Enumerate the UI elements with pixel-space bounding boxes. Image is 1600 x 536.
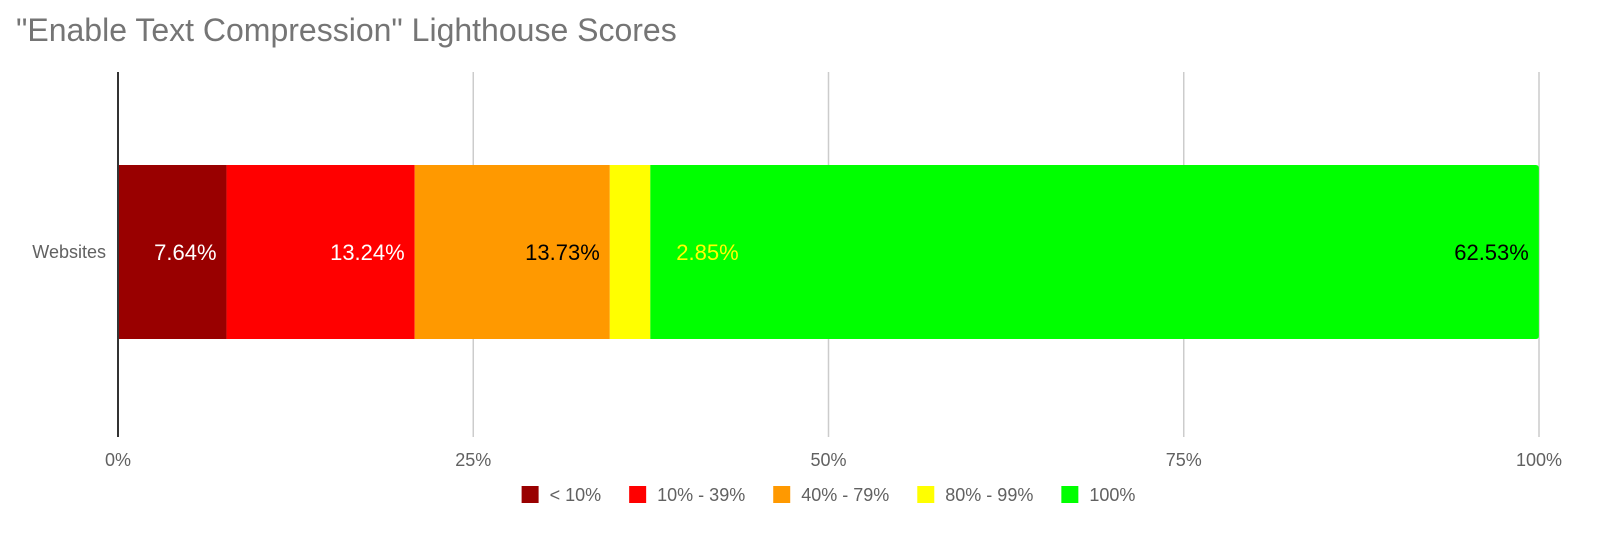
legend-swatch — [917, 486, 935, 503]
legend-item[interactable]: 80% - 99% — [917, 485, 1033, 505]
legend-item[interactable]: 10% - 39% — [629, 485, 745, 505]
x-tick-label: 25% — [455, 450, 491, 470]
legend-swatch — [773, 486, 791, 503]
x-tick-label: 75% — [1166, 450, 1202, 470]
legend-label: 40% - 79% — [801, 485, 889, 505]
x-tick-label: 100% — [1516, 450, 1562, 470]
legend-label: 10% - 39% — [657, 485, 745, 505]
legend-item[interactable]: < 10% — [521, 485, 602, 505]
bar-segment[interactable] — [650, 165, 1539, 339]
bar-segment[interactable] — [609, 165, 651, 339]
bars — [118, 165, 1539, 339]
legend-item[interactable]: 40% - 79% — [773, 485, 889, 505]
legend-label: 100% — [1089, 485, 1135, 505]
y-category-label: Websites — [32, 242, 106, 262]
data-label: 13.24% — [330, 240, 405, 265]
data-label: 2.85% — [676, 240, 738, 265]
legend-item[interactable]: 100% — [1061, 485, 1135, 505]
legend-label: < 10% — [550, 485, 602, 505]
chart-title: "Enable Text Compression" Lighthouse Sco… — [16, 12, 677, 48]
x-tick-label: 50% — [810, 450, 846, 470]
x-tick-label: 0% — [105, 450, 131, 470]
legend-label: 80% - 99% — [945, 485, 1033, 505]
bar-segment[interactable] — [118, 165, 227, 339]
legend-swatch — [1061, 486, 1079, 503]
bar-segment[interactable] — [226, 165, 415, 339]
data-label: 13.73% — [525, 240, 600, 265]
data-label: 62.53% — [1454, 240, 1529, 265]
axes: 0% 25% 50% 75% 100% Websites — [32, 72, 1562, 470]
legend-swatch — [629, 486, 647, 503]
data-label: 7.64% — [154, 240, 216, 265]
bar-segment[interactable] — [414, 165, 610, 339]
data-labels: 7.64% 13.24% 13.73% 2.85% 62.53% — [154, 240, 1529, 265]
legend-swatch — [521, 486, 539, 503]
legend[interactable]: < 10% 10% - 39% 40% - 79% 80% - 99% 100% — [521, 485, 1136, 505]
